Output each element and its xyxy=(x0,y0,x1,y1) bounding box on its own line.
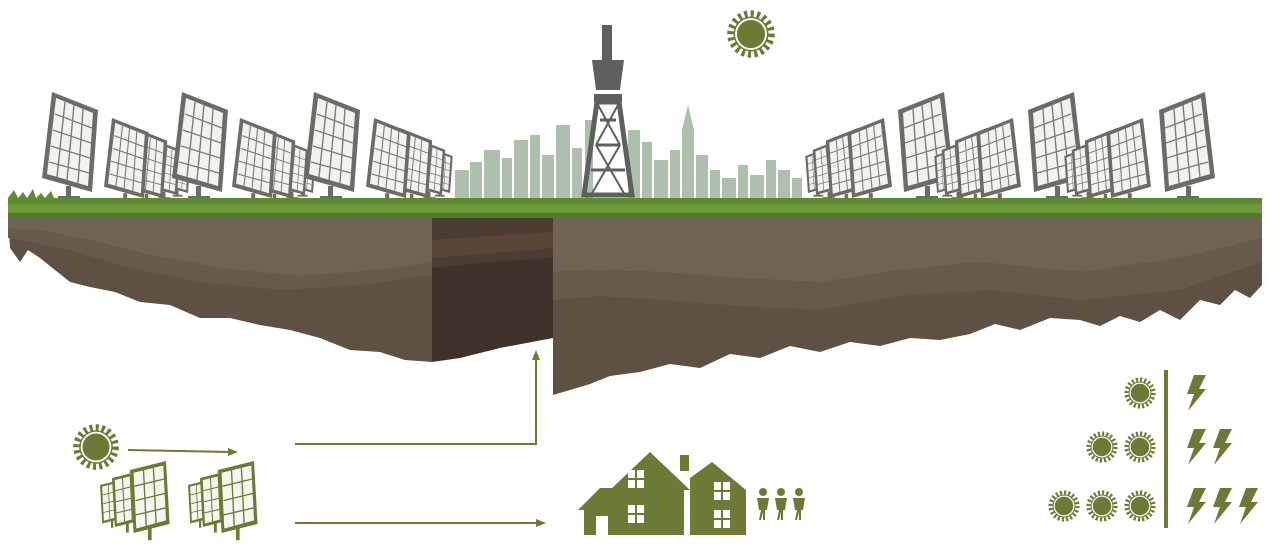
energy-scale xyxy=(1051,370,1258,528)
soil-cross-section xyxy=(8,215,1262,395)
arrow-sun-to-panels xyxy=(127,449,231,453)
lightning-bolt-icon xyxy=(1187,488,1206,524)
people-icon xyxy=(757,488,805,520)
sun-icon xyxy=(77,428,115,466)
sun-icon xyxy=(1127,434,1153,460)
sun-icon xyxy=(1127,380,1153,406)
solar-panel-field-left xyxy=(41,91,454,205)
house-icon xyxy=(578,452,746,535)
solar-panel-icon xyxy=(99,460,259,541)
solar-panel-field-right xyxy=(805,92,1215,204)
lightning-bolt-icon xyxy=(1187,375,1206,411)
sun-icon xyxy=(1089,434,1115,460)
sun-icon xyxy=(1127,493,1153,519)
lightning-bolt-icon xyxy=(1213,429,1232,465)
lightning-bolt-icon xyxy=(1239,488,1258,524)
flow-arrows xyxy=(127,350,546,527)
oil-derrick-tower-icon xyxy=(581,25,635,198)
sun-icon xyxy=(1089,493,1115,519)
sun-icon xyxy=(1051,493,1077,519)
grass-strip xyxy=(8,189,1262,218)
arrow-panels-to-ground xyxy=(295,358,537,445)
sun-icon xyxy=(731,14,771,54)
lightning-bolt-icon xyxy=(1187,429,1206,465)
lightning-bolt-icon xyxy=(1213,488,1232,524)
